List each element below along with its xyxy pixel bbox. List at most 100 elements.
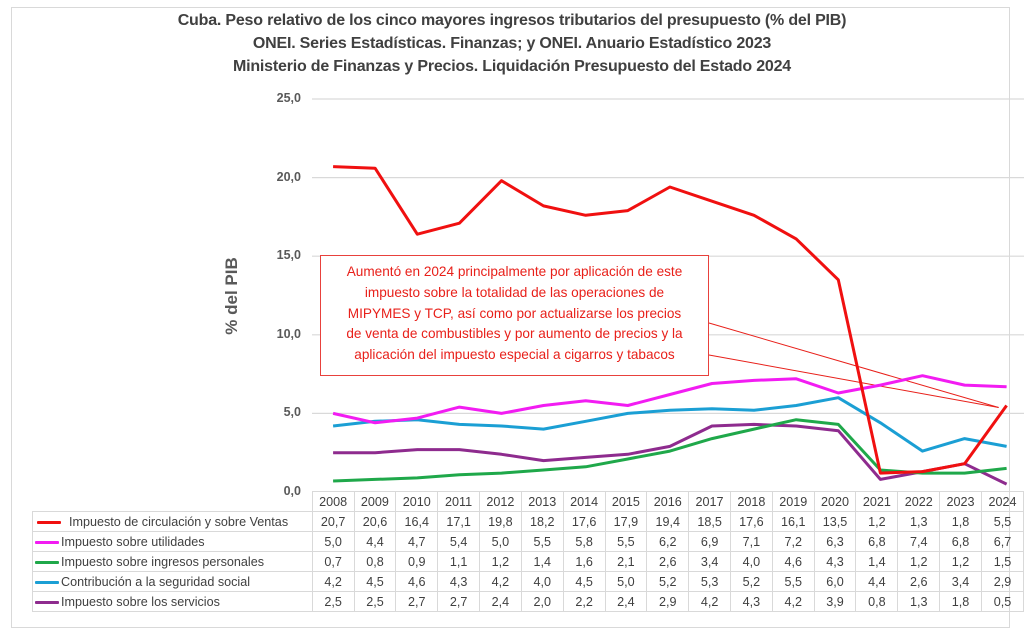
table-row: Impuesto de circulación y sobre Ventas 20… xyxy=(32,511,1024,532)
legend-label: Impuesto de circulación y sobre Ventas xyxy=(69,514,289,529)
data-label: 4,3 xyxy=(437,571,481,592)
annotation-line: de venta de combustibles y por aumento d… xyxy=(346,326,683,342)
legend-swatch-icon xyxy=(37,520,61,524)
data-label: 1,3 xyxy=(897,591,941,612)
data-label: 4,3 xyxy=(729,591,773,612)
legend-swatch-icon xyxy=(35,560,59,564)
y-tick-label: 5,0 xyxy=(283,405,301,420)
data-label: 2,6 xyxy=(897,571,941,592)
data-label: 0,9 xyxy=(395,551,439,572)
data-table: 2008 2009 2010 2011 2012 2013 2014 2015 2016 2017… xyxy=(32,491,1024,612)
data-label: 7,1 xyxy=(729,531,773,552)
legend-swatch-icon xyxy=(35,540,59,544)
annotation-line: aplicación del impuesto especial a cigar… xyxy=(354,347,675,363)
series-line-4 xyxy=(332,396,1007,453)
x-tick-label: 2024 xyxy=(980,491,1024,512)
data-label: 17,9 xyxy=(604,511,648,532)
data-label: 4,4 xyxy=(855,571,899,592)
data-label: 6,8 xyxy=(939,531,982,552)
table-header-row: 2008 2009 2010 2011 2012 2013 2014 2015 2016 2017… xyxy=(33,491,1024,512)
data-label: 2,9 xyxy=(980,571,1024,592)
data-label: 1,2 xyxy=(479,551,522,572)
data-label: 4,4 xyxy=(353,531,397,552)
legend-label: Impuesto sobre ingresos personales xyxy=(61,554,265,569)
data-label: 4,7 xyxy=(395,531,439,552)
data-label: 4,2 xyxy=(771,591,815,612)
y-tick-label: 15,0 xyxy=(276,248,301,263)
annotation-leader-line xyxy=(708,322,999,409)
data-label: 3,9 xyxy=(813,591,857,612)
chart-title-line-2: ONEI. Series Estadísticas. Finanzas; y O… xyxy=(252,35,772,52)
data-label: 2,7 xyxy=(437,591,481,612)
x-tick-label: 2014 xyxy=(562,491,606,512)
data-label: 5,2 xyxy=(646,571,690,592)
data-label: 5,2 xyxy=(729,571,773,592)
y-tick-label: 10,0 xyxy=(276,326,301,341)
data-label: 5,8 xyxy=(562,531,606,552)
data-label: 16,4 xyxy=(395,511,439,532)
data-label: 13,5 xyxy=(813,511,857,532)
annotation-leader-lines xyxy=(708,322,999,409)
legend-label: Impuesto sobre los servicios xyxy=(61,594,220,609)
data-label: 19,8 xyxy=(479,511,522,532)
legend-label: Contribución a la seguridad social xyxy=(61,574,251,589)
data-label: 4,0 xyxy=(520,571,564,592)
x-tick-label: 2018 xyxy=(729,491,773,512)
data-label: 2,1 xyxy=(604,551,648,572)
data-label: 20,6 xyxy=(353,511,397,532)
data-label: 5,5 xyxy=(520,531,564,552)
data-label: 6,3 xyxy=(813,531,857,552)
annotation-line: Aumentó en 2024 principalmente por aplic… xyxy=(346,264,683,279)
x-tick-label: 2017 xyxy=(688,491,731,512)
x-tick-label: 2019 xyxy=(771,491,815,512)
annotation-line: impuesto sobre la totalidad de las opera… xyxy=(364,284,665,300)
data-label: 5,5 xyxy=(604,531,648,552)
data-label: 1,3 xyxy=(897,511,941,532)
data-label: 4,2 xyxy=(479,571,522,592)
data-label: 4,2 xyxy=(311,571,355,592)
x-tick-label: 2012 xyxy=(479,491,522,512)
data-label: 3,4 xyxy=(939,571,982,592)
data-label: 1,8 xyxy=(939,511,982,532)
table-row: Impuesto sobre ingresos personales 0,7 0,8… xyxy=(32,551,1024,572)
data-label: 2,7 xyxy=(395,591,439,612)
data-label: 7,2 xyxy=(771,531,815,552)
data-label: 2,5 xyxy=(311,591,355,612)
data-label: 1,2 xyxy=(897,551,941,572)
data-label: 5,3 xyxy=(688,571,731,592)
x-tick-label: 2015 xyxy=(604,491,648,512)
series-lines xyxy=(332,165,1008,486)
legend-swatch-icon xyxy=(35,600,59,604)
y-tick-label: 0,0 xyxy=(283,484,301,498)
y-tick-label: 25,0 xyxy=(276,91,301,105)
data-label: 6,2 xyxy=(646,531,690,552)
data-label: 1,2 xyxy=(855,511,899,532)
legend-label: Impuesto sobre utilidades xyxy=(61,534,205,549)
data-label: 1,5 xyxy=(980,551,1024,572)
data-label: 4,0 xyxy=(729,551,773,572)
table-corner xyxy=(33,492,313,512)
legend-swatch-icon xyxy=(35,580,59,584)
data-label: 6,8 xyxy=(855,531,899,552)
data-label: 2,6 xyxy=(646,551,690,572)
data-label: 1,2 xyxy=(939,551,982,572)
data-label: 0,7 xyxy=(311,551,355,572)
legend-entry: Impuesto de circulación y sobre Ventas xyxy=(32,511,313,532)
data-label: 0,8 xyxy=(855,591,899,612)
data-label: 6,9 xyxy=(688,531,731,552)
data-label: 20,7 xyxy=(311,511,355,532)
data-label: 2,2 xyxy=(562,591,606,612)
data-label: 1,4 xyxy=(520,551,564,572)
data-label: 4,3 xyxy=(813,551,857,572)
data-label: 1,6 xyxy=(562,551,606,572)
data-label: 6,7 xyxy=(980,531,1024,552)
chart-title-line-3: Ministerio de Finanzas y Precios. Liquid… xyxy=(232,58,791,75)
data-label: 4,6 xyxy=(771,551,815,572)
legend-entry: Contribución a la seguridad social xyxy=(32,571,313,592)
x-tick-label: 2021 xyxy=(855,491,899,512)
data-label: 17,6 xyxy=(729,511,773,532)
data-label: 1,8 xyxy=(939,591,982,612)
x-tick-label: 2008 xyxy=(311,491,355,512)
x-tick-label: 2020 xyxy=(813,491,857,512)
data-label: 19,4 xyxy=(646,511,690,532)
